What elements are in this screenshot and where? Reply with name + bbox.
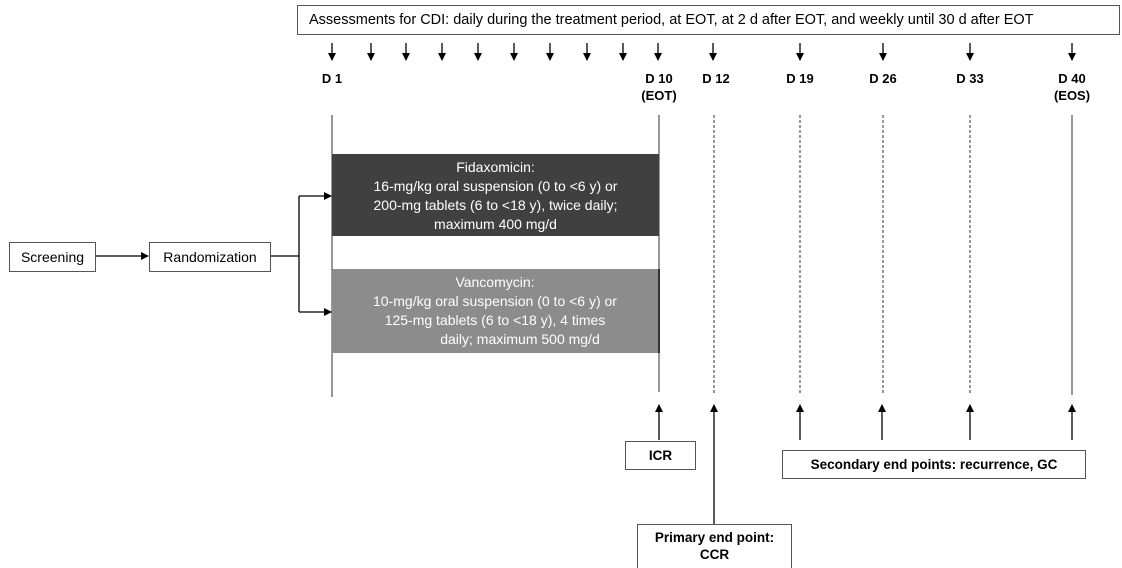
randomization-branch: [271, 192, 332, 316]
icr-box: ICR: [625, 441, 696, 470]
day-label-d26: D 26: [869, 71, 897, 86]
vancomycin-line2: 125-mg tablets (6 to <18 y), 4 times: [384, 312, 606, 328]
vancomycin-line1: 10-mg/kg oral suspension (0 to <6 y) or: [373, 293, 617, 309]
vancomycin-line3: daily; maximum 500 mg/d: [440, 331, 600, 347]
randomization-box: Randomization: [149, 242, 271, 272]
fidaxomicin-arm-box: Fidaxomicin: 16-mg/kg oral suspension (0…: [332, 154, 659, 236]
fidaxomicin-title: Fidaxomicin:: [456, 159, 535, 175]
day-label-d1: D 1: [321, 71, 343, 86]
assessment-schedule-text: Assessments for CDI: daily during the tr…: [309, 12, 1034, 28]
primary-endpoint-box: Primary end point: CCR: [637, 524, 792, 568]
fidaxomicin-line1: 16-mg/kg oral suspension (0 to <6 y) or: [373, 178, 618, 194]
screening-box: Screening: [9, 242, 96, 272]
day-label-d40: D 40 (EOS): [1053, 71, 1091, 103]
assessment-arrows: [328, 43, 1076, 61]
endpoint-arrows: [655, 404, 1076, 524]
assessment-schedule-box: Assessments for CDI: daily during the tr…: [297, 5, 1120, 35]
fidaxomicin-line3: maximum 400 mg/d: [434, 216, 557, 232]
day-label-d33: D 33: [956, 71, 984, 86]
randomization-label: Randomization: [163, 249, 257, 265]
vancomycin-arm-box: Vancomycin: 10-mg/kg oral suspension (0 …: [332, 269, 660, 353]
day-label-d10: D 10 (EOT): [641, 71, 677, 103]
primary-endpoint-line1: Primary end point:: [654, 530, 775, 545]
screening-label: Screening: [20, 249, 85, 265]
day-label-d19: D 19: [786, 71, 814, 86]
secondary-endpoints-label: Secondary end points: recurrence, GC: [810, 457, 1058, 472]
fidaxomicin-line2: 200-mg tablets (6 to <18 y), twice daily…: [373, 197, 618, 213]
vancomycin-title: Vancomycin:: [455, 274, 535, 290]
icr-label: ICR: [648, 448, 673, 463]
secondary-endpoints-box: Secondary end points: recurrence, GC: [782, 450, 1086, 479]
primary-endpoint-line2: CCR: [699, 547, 730, 562]
day-label-d12: D 12: [702, 71, 730, 86]
